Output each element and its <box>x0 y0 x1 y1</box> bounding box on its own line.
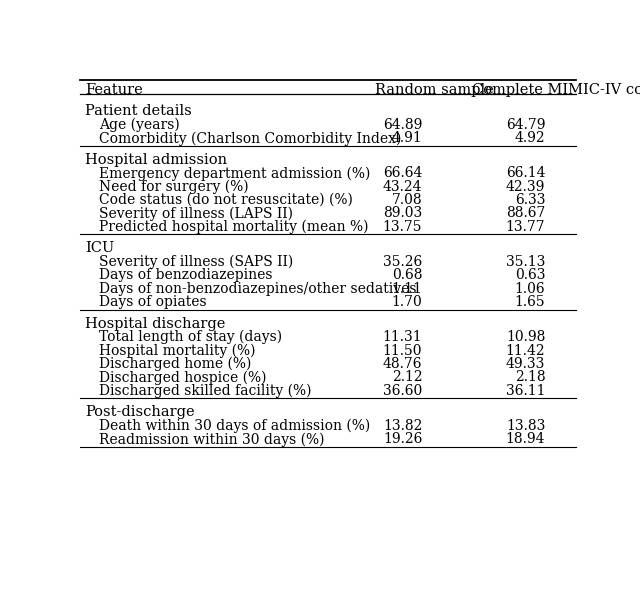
Text: Comorbidity (Charlson Comorbidity Index): Comorbidity (Charlson Comorbidity Index) <box>99 131 401 146</box>
Text: 0.63: 0.63 <box>515 268 545 282</box>
Text: Random sample: Random sample <box>375 83 494 97</box>
Text: Age (years): Age (years) <box>99 118 180 132</box>
Text: 13.77: 13.77 <box>506 220 545 234</box>
Text: 11.31: 11.31 <box>383 330 422 344</box>
Text: Post-discharge: Post-discharge <box>85 406 195 420</box>
Text: 18.94: 18.94 <box>506 432 545 446</box>
Text: 11.42: 11.42 <box>506 344 545 358</box>
Text: 48.76: 48.76 <box>383 357 422 371</box>
Text: 49.33: 49.33 <box>506 357 545 371</box>
Text: Severity of illness (SAPS II): Severity of illness (SAPS II) <box>99 255 293 269</box>
Text: Readmission within 30 days (%): Readmission within 30 days (%) <box>99 432 324 447</box>
Text: Emergency department admission (%): Emergency department admission (%) <box>99 166 370 181</box>
Text: 1.65: 1.65 <box>515 295 545 309</box>
Text: 4.92: 4.92 <box>515 131 545 145</box>
Text: 2.18: 2.18 <box>515 370 545 384</box>
Text: 0.68: 0.68 <box>392 268 422 282</box>
Text: Patient details: Patient details <box>85 105 192 119</box>
Text: 13.82: 13.82 <box>383 419 422 433</box>
Text: 6.33: 6.33 <box>515 193 545 207</box>
Text: Days of opiates: Days of opiates <box>99 295 207 309</box>
Text: Feature: Feature <box>85 83 143 97</box>
Text: 43.24: 43.24 <box>383 179 422 193</box>
Text: Need for surgery (%): Need for surgery (%) <box>99 179 248 194</box>
Text: 4.91: 4.91 <box>392 131 422 145</box>
Text: Total length of stay (days): Total length of stay (days) <box>99 330 282 345</box>
Text: Predicted hospital mortality (mean %): Predicted hospital mortality (mean %) <box>99 220 369 234</box>
Text: Discharged skilled facility (%): Discharged skilled facility (%) <box>99 384 311 398</box>
Text: 10.98: 10.98 <box>506 330 545 344</box>
Text: 7.08: 7.08 <box>392 193 422 207</box>
Text: 35.26: 35.26 <box>383 255 422 269</box>
Text: Complete MIMIC-IV cohort: Complete MIMIC-IV cohort <box>472 83 640 97</box>
Text: Hospital mortality (%): Hospital mortality (%) <box>99 344 255 358</box>
Text: 64.89: 64.89 <box>383 118 422 132</box>
Text: 13.75: 13.75 <box>383 220 422 234</box>
Text: 36.11: 36.11 <box>506 384 545 398</box>
Text: Days of non-benzodiazepines/other sedatives: Days of non-benzodiazepines/other sedati… <box>99 282 417 295</box>
Text: 66.64: 66.64 <box>383 166 422 180</box>
Text: 88.67: 88.67 <box>506 207 545 221</box>
Text: 19.26: 19.26 <box>383 432 422 446</box>
Text: Severity of illness (LAPS II): Severity of illness (LAPS II) <box>99 207 293 221</box>
Text: 64.79: 64.79 <box>506 118 545 132</box>
Text: Death within 30 days of admission (%): Death within 30 days of admission (%) <box>99 419 370 433</box>
Text: 36.60: 36.60 <box>383 384 422 398</box>
Text: 35.13: 35.13 <box>506 255 545 269</box>
Text: Hospital admission: Hospital admission <box>85 153 227 167</box>
Text: Days of benzodiazepines: Days of benzodiazepines <box>99 268 273 282</box>
Text: Discharged hospice (%): Discharged hospice (%) <box>99 370 266 385</box>
Text: 13.83: 13.83 <box>506 419 545 433</box>
Text: ICU: ICU <box>85 241 114 255</box>
Text: 2.12: 2.12 <box>392 370 422 384</box>
Text: 42.39: 42.39 <box>506 179 545 193</box>
Text: Code status (do not resuscitate) (%): Code status (do not resuscitate) (%) <box>99 193 353 207</box>
Text: 1.70: 1.70 <box>392 295 422 309</box>
Text: 11.50: 11.50 <box>383 344 422 358</box>
Text: 1.06: 1.06 <box>515 282 545 295</box>
Text: Hospital discharge: Hospital discharge <box>85 317 225 331</box>
Text: 66.14: 66.14 <box>506 166 545 180</box>
Text: 1.11: 1.11 <box>392 282 422 295</box>
Text: Discharged home (%): Discharged home (%) <box>99 357 252 371</box>
Text: 89.03: 89.03 <box>383 207 422 221</box>
